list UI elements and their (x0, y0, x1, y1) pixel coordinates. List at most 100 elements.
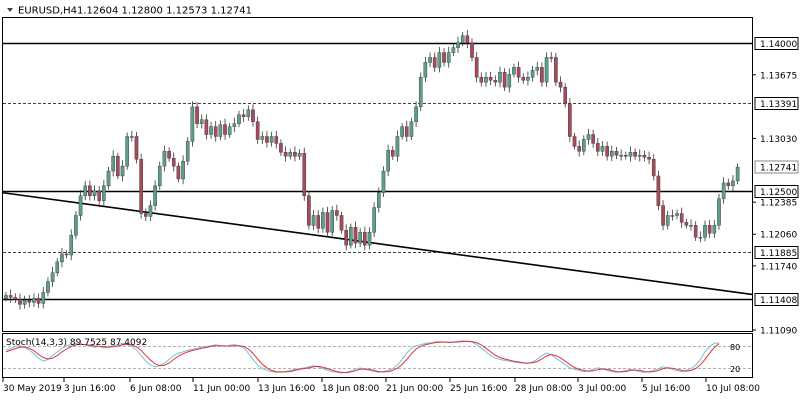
candle (484, 71, 488, 87)
candle (610, 145, 614, 162)
candle (661, 200, 665, 231)
price-tick-label: 1.13675 (760, 71, 797, 81)
candle (568, 97, 572, 142)
candle (488, 71, 493, 86)
candle (572, 132, 577, 150)
candle (134, 131, 139, 164)
candle (512, 63, 516, 78)
candle (600, 141, 605, 157)
price-tick-label: 1.11740 (760, 262, 797, 272)
time-tick-label: 28 Jun 08:00 (515, 384, 572, 394)
candle (465, 29, 470, 48)
time-tick-label: 30 May 2019 (3, 384, 62, 394)
price-tick-label: 1.13030 (760, 135, 797, 145)
candle (74, 211, 78, 240)
candle (265, 131, 269, 148)
candle (218, 120, 223, 141)
price-tick-label: 1.12060 (760, 231, 797, 241)
level-price-box (754, 293, 799, 306)
candle (404, 120, 409, 142)
candle (684, 218, 689, 229)
candle (726, 178, 731, 190)
stoch-pane-frame (2, 333, 753, 378)
candle (395, 130, 400, 162)
candle (689, 219, 693, 231)
candle (540, 62, 544, 87)
candle (223, 118, 227, 140)
time-tick-label: 5 Jul 16:00 (642, 384, 691, 394)
candle (460, 32, 465, 47)
candle (493, 75, 498, 87)
candle (363, 226, 367, 251)
candle (69, 229, 74, 261)
candle (605, 141, 609, 161)
candle (679, 207, 684, 228)
candle (349, 223, 353, 249)
candle (446, 46, 451, 68)
candle (372, 202, 376, 237)
price-tick-label: 1.11090 (760, 327, 797, 337)
candle (209, 121, 213, 139)
stoch-level-label: 80 (730, 343, 740, 352)
candle (50, 266, 55, 287)
candle (283, 146, 288, 162)
candle (4, 291, 8, 302)
candle (120, 160, 125, 182)
candle (311, 210, 316, 231)
candle (563, 83, 567, 108)
candle (554, 52, 558, 87)
price-tick-label: 1.12385 (760, 199, 797, 209)
candle (46, 277, 50, 297)
candle (167, 147, 171, 162)
candle (302, 147, 307, 201)
candle (316, 210, 321, 234)
candle (558, 76, 563, 93)
candle (582, 135, 586, 156)
candle (428, 52, 432, 68)
candle (139, 153, 143, 219)
time-axis: 30 May 2019 3 Jun 16:00 6 Jun 08:00 11 Jun … (2, 378, 760, 394)
candle (470, 38, 474, 62)
candle (707, 219, 712, 239)
candle (260, 131, 265, 145)
candle (535, 61, 540, 76)
candle (22, 295, 27, 309)
candle (157, 161, 162, 190)
candle (13, 293, 18, 304)
candle (721, 177, 726, 204)
time-tick-label: 3 Jul 00:00 (578, 384, 627, 394)
price-axis: 1.14000 1.13391 1.12500 1.11885 1.11408 1.136… (752, 37, 799, 337)
candle (381, 166, 386, 198)
chart-ohlc: 1.12604 1.12800 1.12573 1.12741 (77, 6, 252, 17)
candle (456, 36, 460, 53)
candle (153, 180, 157, 211)
candle (712, 220, 717, 238)
candle (241, 108, 246, 122)
time-tick-label: 13 Jun 16:00 (258, 384, 315, 394)
candle (176, 162, 181, 183)
time-tick-label: 21 Jun 00:00 (386, 384, 443, 394)
candle (246, 105, 251, 121)
time-tick-label: 6 Jun 08:00 (130, 384, 182, 394)
candle (693, 221, 698, 241)
candle (279, 139, 283, 156)
header-dropdown-icon[interactable] (7, 8, 13, 12)
candle (437, 46, 442, 73)
time-tick-label: 18 Jun 08:00 (322, 384, 379, 394)
trendline[interactable] (2, 191, 753, 296)
candle (237, 110, 241, 128)
candle (442, 48, 446, 67)
candle (451, 43, 456, 57)
candle (297, 149, 302, 160)
candle (83, 180, 88, 201)
candle (418, 72, 423, 112)
chart-symbol: EURUSD,H4 (18, 6, 77, 17)
candle (717, 193, 721, 230)
candle (195, 102, 199, 128)
candle (390, 146, 395, 160)
candle (255, 116, 260, 144)
candle (386, 144, 390, 177)
candle (232, 117, 237, 132)
candle (530, 65, 535, 82)
